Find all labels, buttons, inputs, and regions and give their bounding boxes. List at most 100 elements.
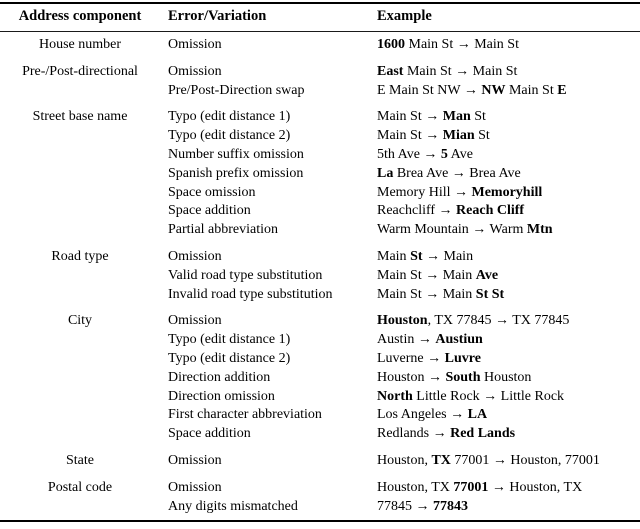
table-row: Pre-/Post-directional Omission East Main S… [0, 59, 640, 82]
example-text-part: Main St → Main [377, 267, 476, 283]
example-emphasized-part: 77001 [453, 479, 489, 495]
example-cell: La Brea Ave → Brea Ave [369, 165, 640, 184]
example-text-part: → Main [422, 248, 474, 264]
variation-cell: First character abbreviation [168, 407, 322, 423]
variation-cell: Typo (edit distance 1) [168, 109, 291, 125]
example-text-part: 5th Ave → [377, 146, 441, 162]
example-cell: Luverne → Luvre [369, 350, 640, 369]
variation-cell: Any digits mismatched [168, 498, 298, 514]
variation-cell: Space omission [168, 184, 256, 200]
example-cell: Main St → Main [369, 244, 640, 267]
table-row: Typo (edit distance 2) Main St → Mian St [0, 127, 640, 146]
variation-cell: Omission [168, 63, 222, 79]
example-emphasized-part: 77843 [433, 498, 468, 514]
example-text-part: Memory Hill → [377, 184, 472, 200]
example-cell: Houston → South Houston [369, 369, 640, 388]
variation-cell: Omission [168, 479, 222, 495]
example-emphasized-part: North [377, 388, 413, 404]
component-group: Road type Omission Main St → Main Valid roa… [0, 244, 640, 308]
component-group: House number Omission 1600 Main St → Main … [0, 32, 640, 59]
table-row: Road type Omission Main St → Main [0, 244, 640, 267]
example-text-part: Los Angeles → [377, 407, 468, 423]
table-row: Direction omission North Little Rock → Li… [0, 388, 640, 407]
table-row: Invalid road type substitution Main St → … [0, 286, 640, 309]
example-text-part: Luverne → [377, 350, 445, 366]
component-cell: Road type [51, 248, 109, 264]
component-cell: City [67, 313, 93, 329]
example-emphasized-part: St [410, 248, 423, 264]
table-row: Partial abbreviation Warm Mountain → Warm… [0, 221, 640, 244]
variation-cell: Valid road type substitution [168, 267, 323, 283]
table-row: Typo (edit distance 1) Austin → Austiun [0, 331, 640, 350]
table-row: First character abbreviation Los Angeles … [0, 406, 640, 425]
example-cell: Memory Hill → Memoryhill [369, 184, 640, 203]
example-cell: East Main St → Main St [369, 59, 640, 82]
example-text-part: Brea Ave → Brea Ave [393, 165, 521, 181]
table-row: Space addition Reachcliff → Reach Cliff [0, 202, 640, 221]
variation-cell: Omission [168, 248, 222, 264]
component-cell: Postal code [47, 479, 113, 495]
example-text-part: → Houston, TX [488, 479, 583, 495]
table-row: City Omission Houston, TX 77845 → TX 77845 [0, 308, 640, 331]
header-example: Example [369, 3, 640, 32]
table-row: Space omission Memory Hill → Memoryhill [0, 184, 640, 203]
example-text-part: Main [377, 248, 411, 264]
component-group: Street base name Typo (edit distance 1) Ma… [0, 104, 640, 244]
example-text-part: Warm Mountain → Warm [377, 222, 527, 238]
example-emphasized-part: Luvre [444, 350, 481, 366]
example-cell: 1600 Main St → Main St [369, 32, 640, 59]
example-cell: Houston, TX 77001 → Houston, 77001 [369, 448, 640, 475]
example-text-part: Houston, TX [377, 479, 454, 495]
header-error-variation: Error/Variation [160, 3, 369, 32]
component-cell: Street base name [32, 109, 128, 125]
example-cell: Houston, TX 77001 → Houston, TX [369, 475, 640, 498]
variation-cell: Partial abbreviation [168, 222, 279, 238]
variation-cell: Omission [168, 313, 222, 329]
example-cell: Houston, TX 77845 → TX 77845 [369, 308, 640, 331]
example-emphasized-part: LA [467, 407, 488, 423]
example-emphasized-part: East [377, 63, 404, 79]
example-emphasized-part: Reach Cliff [456, 203, 525, 219]
example-cell: 5th Ave → 5 Ave [369, 146, 640, 165]
header-address-component: Address component [0, 3, 160, 32]
table-row: Street base name Typo (edit distance 1) Ma… [0, 104, 640, 127]
example-emphasized-part: South [445, 369, 481, 385]
example-emphasized-part: La [377, 165, 394, 181]
component-cell: State [66, 452, 94, 468]
example-emphasized-part: NW [481, 82, 506, 98]
example-text-part: Little Rock → Little Rock [412, 388, 565, 404]
variation-cell: Omission [168, 37, 222, 52]
example-text-part: Houston → [377, 369, 446, 385]
variation-cell: Spanish prefix omission [168, 165, 304, 181]
example-emphasized-part: Houston [377, 313, 428, 329]
component-group: City Omission Houston, TX 77845 → TX 77845… [0, 308, 640, 448]
table-header: Address component Error/Variation Exampl… [0, 3, 640, 32]
example-emphasized-part: Red Lands [450, 426, 516, 442]
variation-cell: Space addition [168, 203, 251, 219]
example-text-part: Main St → Main St [403, 63, 518, 79]
example-emphasized-part: E [557, 82, 567, 98]
example-cell: E Main St NW → NW Main St E [369, 82, 640, 105]
component-cell: Pre-/Post-directional [22, 63, 138, 79]
variation-cell: Invalid road type substitution [168, 286, 333, 302]
example-emphasized-part: Mtn [526, 222, 553, 238]
variation-cell: Direction addition [168, 369, 271, 385]
example-cell: 77845 → 77843 [369, 498, 640, 522]
example-text-part: Main St → Main St [405, 37, 519, 52]
example-cell: Main St → Man St [369, 104, 640, 127]
header-row: Address component Error/Variation Exampl… [0, 3, 640, 32]
example-text-part: 77001 → Houston, 77001 [450, 452, 600, 468]
example-cell: Warm Mountain → Warm Mtn [369, 221, 640, 244]
variation-cell: Omission [168, 452, 222, 468]
variation-cell: Typo (edit distance 2) [168, 350, 291, 366]
example-emphasized-part: 1600 [377, 37, 405, 52]
table-row: Direction addition Houston → South Housto… [0, 369, 640, 388]
variation-cell: Typo (edit distance 1) [168, 332, 291, 348]
example-cell: Main St → Mian St [369, 127, 640, 146]
table-row: Typo (edit distance 2) Luverne → Luvre [0, 350, 640, 369]
example-emphasized-part: St St [475, 286, 505, 302]
table-row: Pre/Post-Direction swap E Main St NW → NW… [0, 82, 640, 105]
variation-cell: Typo (edit distance 2) [168, 128, 291, 144]
example-text-part: Main St → [377, 128, 443, 144]
